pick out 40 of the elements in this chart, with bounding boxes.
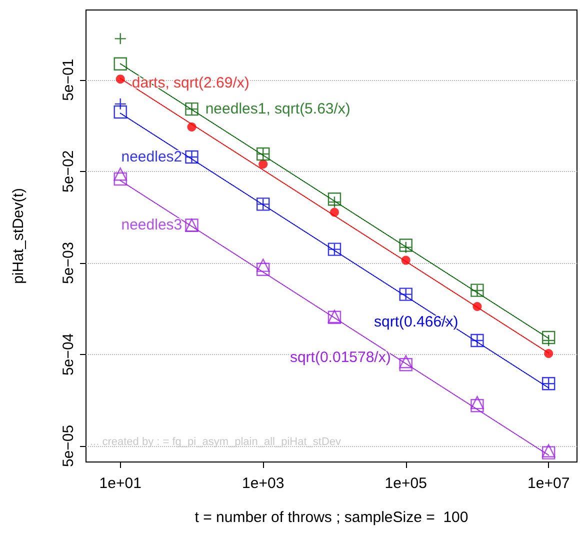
point	[114, 32, 126, 45]
x-tick-label: 1e+01	[99, 475, 142, 492]
point	[256, 258, 270, 272]
point	[399, 238, 412, 252]
point	[114, 168, 127, 181]
point	[399, 355, 412, 368]
point	[328, 192, 342, 206]
series-label: needles2	[121, 148, 182, 166]
y-tick-label: 5e−01	[60, 58, 77, 101]
point	[544, 349, 554, 358]
point	[542, 334, 555, 347]
x-tick-label: 1e+07	[528, 475, 570, 492]
y-tick-label: 5e−03	[60, 242, 77, 284]
point	[256, 262, 270, 276]
x-tick-label: 1e+05	[384, 475, 427, 492]
y-axis-title: piHat_stDev(t)	[10, 188, 27, 284]
x-axis-title: t = number of throws ; sampleSize = 100	[194, 509, 468, 526]
point	[258, 160, 268, 169]
point	[330, 208, 339, 217]
point	[542, 330, 556, 344]
series-label: needles1, sqrt(5.63/x)	[205, 100, 350, 118]
point	[187, 122, 196, 132]
series-label: needles3	[121, 216, 182, 234]
y-tick-label: 5e−04	[60, 333, 77, 376]
point	[328, 196, 341, 208]
point	[472, 302, 482, 312]
point	[114, 98, 126, 110]
point	[114, 105, 127, 119]
point	[470, 399, 484, 412]
y-tick-label: 5e−05	[60, 424, 77, 468]
point	[399, 358, 412, 372]
point	[114, 172, 127, 186]
point	[114, 57, 127, 70]
point	[401, 256, 410, 265]
point	[470, 396, 484, 410]
y-tick-label: 5e−02	[60, 150, 77, 192]
x-tick-label: 1e+03	[242, 475, 284, 492]
point	[116, 74, 125, 84]
point	[400, 241, 412, 254]
series-label: sqrt(0.01578/x)	[290, 349, 391, 366]
